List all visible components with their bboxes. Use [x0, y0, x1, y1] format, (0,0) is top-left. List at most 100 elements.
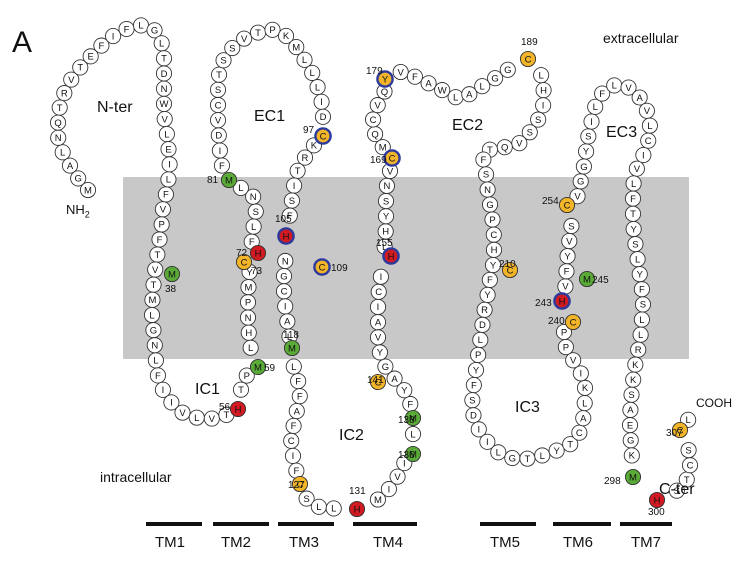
residue-circle — [348, 500, 366, 518]
residue: T — [289, 162, 306, 179]
residue-letter: T — [525, 454, 531, 465]
residue-letter: H — [382, 227, 389, 238]
residue-circle — [296, 51, 313, 68]
residue: Y — [559, 248, 576, 265]
residue: I — [284, 447, 302, 464]
residue-number: 59 — [264, 363, 276, 374]
residue: S — [224, 39, 241, 57]
residue: T — [149, 246, 166, 263]
residue: P — [238, 367, 255, 384]
tm1-label: TM1 — [155, 534, 185, 551]
residue-letter: V — [68, 75, 75, 86]
residue: G — [145, 322, 162, 339]
residue-circle — [490, 444, 507, 461]
residue-letter: S — [527, 128, 533, 139]
residue: G — [481, 196, 499, 213]
residue-letter: L — [612, 81, 617, 92]
residue-number: 131 — [349, 486, 366, 497]
highlighted-residue: C — [313, 258, 331, 276]
residue-letter: V — [398, 67, 405, 78]
residue-letter: F — [639, 285, 645, 296]
residue: F — [594, 85, 611, 102]
residue-circle — [530, 111, 547, 128]
residue-letter: M — [583, 274, 591, 285]
residue-letter: H — [559, 296, 566, 307]
residue: T — [624, 205, 642, 222]
tm6-label: TM6 — [563, 534, 593, 551]
residue-letter: K — [630, 375, 637, 386]
residue-circle — [285, 358, 302, 375]
residue: C — [681, 457, 699, 474]
residue-circle — [374, 139, 391, 156]
residue-circle — [474, 78, 491, 95]
residue-letter: L — [238, 183, 243, 194]
residue-circle — [54, 144, 71, 161]
residue-circle — [56, 85, 73, 102]
residue-letter: L — [538, 70, 543, 81]
tm-bar-1 — [146, 522, 202, 526]
residue-letter: Y — [473, 365, 480, 376]
residue-circle — [369, 491, 386, 508]
residue-letter: I — [590, 117, 593, 128]
residue: T — [519, 450, 536, 467]
residue-letter: I — [293, 181, 296, 192]
residue: I — [154, 381, 171, 398]
residue-letter: V — [644, 106, 651, 117]
residue: V — [154, 201, 171, 218]
residue-letter: R — [61, 88, 68, 99]
residue: G — [575, 158, 592, 175]
residue-letter: H — [354, 504, 361, 515]
residue: I — [286, 177, 303, 194]
ec3-label: EC3 — [606, 124, 638, 141]
residue-circle — [563, 217, 580, 235]
residue-letter: L — [302, 55, 307, 66]
residue-circle — [79, 181, 97, 199]
residue-letter: N — [55, 133, 62, 144]
residue: P — [264, 21, 281, 38]
residue-letter: V — [375, 100, 382, 111]
residue-letter: S — [303, 494, 309, 505]
residue-letter: F — [124, 24, 130, 35]
residue-letter: P — [245, 298, 251, 309]
residue-letter: G — [504, 65, 511, 76]
residue: T — [155, 50, 173, 67]
residue-letter: P — [563, 342, 569, 353]
residue: L — [232, 179, 249, 196]
residue-letter: L — [60, 148, 65, 159]
residue-circle — [364, 111, 382, 128]
residue-circle — [620, 79, 637, 96]
residue: L — [245, 218, 262, 235]
residue-letter: L — [248, 343, 253, 354]
residue: F — [157, 186, 174, 203]
residue: P — [555, 323, 573, 341]
residue-circle — [487, 70, 504, 87]
tm2-label: TM2 — [221, 534, 251, 551]
residue: V — [369, 97, 386, 114]
residue-letter: Y — [383, 212, 390, 223]
residue-circle — [501, 261, 519, 279]
highlighted-residue: M — [578, 270, 596, 288]
tm-bar-5 — [480, 522, 536, 526]
residue: M — [374, 139, 391, 156]
residue-circle — [93, 37, 110, 54]
residue: L — [490, 444, 507, 461]
residue: Q — [496, 139, 513, 156]
residue: I — [369, 298, 387, 315]
residue-circle — [555, 323, 573, 341]
residue-letter: V — [634, 164, 641, 175]
residue: H — [240, 324, 257, 341]
residue: T — [232, 381, 250, 398]
residue-letter: C — [525, 54, 532, 65]
residue: I — [211, 142, 228, 159]
residue-letter: L — [478, 335, 483, 346]
residue-letter: F — [297, 391, 303, 402]
tm-bar-6 — [553, 522, 611, 526]
residue: S — [530, 111, 547, 128]
residue-letter: L — [194, 413, 199, 424]
residue-number: 56 — [219, 402, 231, 413]
residue: S — [521, 124, 538, 141]
residue-letter: Y — [490, 260, 497, 271]
residue: P — [153, 216, 170, 233]
residue: Y — [631, 266, 648, 283]
residue-circle — [105, 27, 122, 45]
